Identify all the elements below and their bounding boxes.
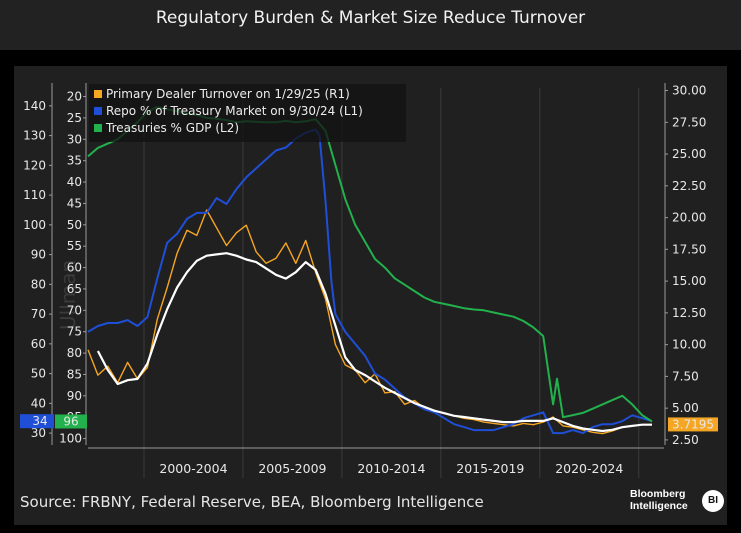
left-outer-tick-label: 30 bbox=[31, 426, 46, 440]
right-tick-label: 20.00 bbox=[672, 211, 706, 225]
right-tick-label: 12.50 bbox=[672, 306, 706, 320]
left-inner-tick-label: 50 bbox=[67, 218, 82, 232]
right-tick-label: 2.50 bbox=[672, 433, 699, 447]
left-inner-tick-label: 30 bbox=[67, 132, 82, 146]
x-tick-label: 2000-2004 bbox=[159, 461, 227, 476]
legend-label-repo: Repo % of Treasury Market on 9/30/24 (L1… bbox=[106, 104, 363, 118]
last-value-tags: 34 96 3.7195 bbox=[20, 414, 718, 432]
axes: 2000-2004 2005-2009 2010-2014 2015-2019 2020… bbox=[23, 83, 706, 476]
right-tick-label: 5.00 bbox=[672, 401, 699, 415]
left-inner-tick-label: 25 bbox=[67, 111, 82, 125]
legend-label-turnover: Primary Dealer Turnover on 1/29/25 (R1) bbox=[106, 87, 350, 101]
left-inner-tick-label: 45 bbox=[67, 196, 82, 210]
turnover-average-line bbox=[96, 252, 652, 433]
tag-left-outer: 34 bbox=[32, 414, 47, 428]
left-inner-tick-label: 70 bbox=[67, 303, 82, 317]
series-lines bbox=[87, 105, 653, 435]
right-tick-label: 17.50 bbox=[672, 242, 706, 256]
left-outer-tick-label: 40 bbox=[31, 396, 46, 410]
left-inner-tick-label: 100 bbox=[59, 432, 82, 446]
source-note: Source: FRBNY, Federal Reserve, BEA, Blo… bbox=[20, 493, 484, 511]
chart-title: Regulatory Burden & Market Size Reduce T… bbox=[155, 8, 586, 28]
right-tick-label: 7.50 bbox=[672, 369, 699, 383]
brand-line-2: Intelligence bbox=[630, 500, 688, 512]
left-outer-tick-label: 80 bbox=[31, 277, 46, 291]
turnover-line bbox=[87, 209, 653, 435]
left-inner-tick-label: 60 bbox=[67, 261, 82, 275]
watermark: Ullman bbox=[56, 260, 80, 330]
right-tick-label: 10.00 bbox=[672, 338, 706, 352]
x-tick-label: 2015-2019 bbox=[456, 461, 524, 476]
legend-swatch-repo bbox=[94, 107, 102, 115]
title-bar bbox=[0, 0, 741, 50]
brand-badge: BI bbox=[702, 490, 724, 512]
right-tick-label: 15.00 bbox=[672, 274, 706, 288]
right-tick-label: 25.00 bbox=[672, 147, 706, 161]
left-outer-tick-label: 50 bbox=[31, 367, 46, 381]
legend: Primary Dealer Turnover on 1/29/25 (R1) … bbox=[89, 84, 406, 142]
left-outer-tick-label: 70 bbox=[31, 307, 46, 321]
left-inner-tick-label: 35 bbox=[67, 154, 82, 168]
left-outer-tick-label: 130 bbox=[23, 129, 46, 143]
left-outer-tick-label: 60 bbox=[31, 337, 46, 351]
repo-line bbox=[87, 128, 653, 435]
left-inner-tick-label: 85 bbox=[67, 367, 82, 381]
x-gridlines bbox=[143, 88, 640, 478]
right-tick-label: 22.50 bbox=[672, 179, 706, 193]
left-inner-tick-label: 80 bbox=[67, 346, 82, 360]
legend-swatch-turnover bbox=[94, 90, 102, 98]
legend-background bbox=[89, 84, 406, 142]
x-tick-label: 2005-2009 bbox=[258, 461, 326, 476]
left-outer-tick-label: 120 bbox=[23, 158, 46, 172]
x-tick-label: 2020-2024 bbox=[555, 461, 623, 476]
brand-line-1: Bloomberg bbox=[630, 488, 686, 500]
treasuries-gdp-line bbox=[87, 105, 653, 423]
left-outer-tick-label: 90 bbox=[31, 248, 46, 262]
tag-left-outer-bg bbox=[20, 414, 54, 429]
right-tick-label: 30.00 bbox=[672, 84, 706, 98]
brand-logo-text: Bloomberg Intelligence bbox=[630, 488, 688, 512]
left-inner-tick-label: 65 bbox=[67, 282, 82, 296]
tag-right: 3.7195 bbox=[672, 417, 714, 431]
tag-left-inner: 96 bbox=[63, 414, 78, 428]
right-tick-label: 27.50 bbox=[672, 115, 706, 129]
left-inner-tick-label: 55 bbox=[67, 239, 82, 253]
left-inner-tick-label: 20 bbox=[67, 90, 82, 104]
left-inner-tick-label: 40 bbox=[67, 175, 82, 189]
tag-left-inner-bg bbox=[55, 414, 87, 429]
x-tick-label: 2010-2014 bbox=[357, 461, 425, 476]
legend-swatch-treasuries bbox=[94, 124, 102, 132]
legend-label-treasuries: Treasuries % GDP (L2) bbox=[105, 121, 239, 135]
tag-right-bg bbox=[668, 417, 718, 432]
left-outer-tick-label: 100 bbox=[23, 218, 46, 232]
left-outer-tick-label: 110 bbox=[23, 188, 46, 202]
left-inner-tick-label: 75 bbox=[67, 325, 82, 339]
left-inner-tick-label: 90 bbox=[67, 389, 82, 403]
left-outer-tick-label: 140 bbox=[23, 99, 46, 113]
